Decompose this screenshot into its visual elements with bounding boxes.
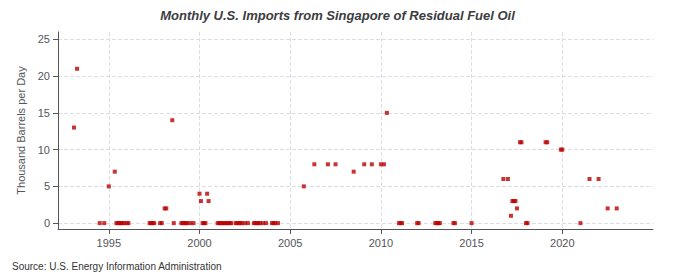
svg-text:Source: U.S. Energy Informatio: Source: U.S. Energy Information Administ… [12, 261, 222, 272]
svg-text:0: 0 [44, 217, 50, 229]
svg-text:Thousand Barrels per Day: Thousand Barrels per Day [15, 66, 27, 195]
svg-text:2005: 2005 [278, 237, 302, 249]
svg-text:Monthly U.S. Imports from Sing: Monthly U.S. Imports from Singapore of R… [160, 8, 515, 23]
svg-text:25: 25 [38, 33, 50, 45]
svg-text:2015: 2015 [459, 237, 483, 249]
svg-text:15: 15 [38, 107, 50, 119]
svg-text:2000: 2000 [187, 237, 211, 249]
svg-text:2020: 2020 [550, 237, 574, 249]
svg-text:2010: 2010 [369, 237, 393, 249]
svg-text:10: 10 [38, 144, 50, 156]
svg-text:5: 5 [44, 180, 50, 192]
svg-text:1995: 1995 [97, 237, 121, 249]
svg-text:20: 20 [38, 70, 50, 82]
